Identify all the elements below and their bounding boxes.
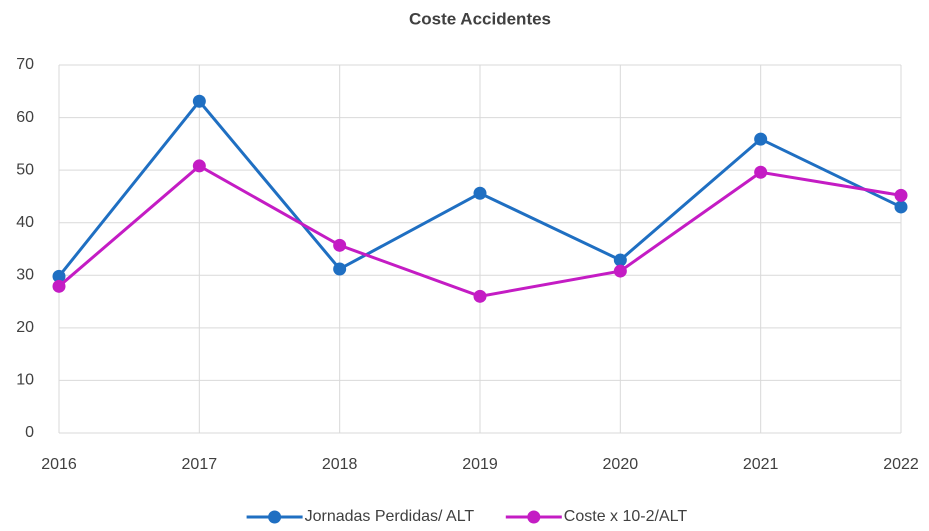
data-point (894, 188, 908, 202)
data-point (192, 159, 206, 173)
data-point (333, 238, 347, 252)
y-tick-label: 60 (16, 109, 34, 126)
data-point (473, 289, 487, 303)
x-tick-label: 2016 (41, 456, 77, 473)
data-point (333, 262, 347, 276)
legend-marker (268, 510, 282, 524)
data-point (613, 253, 627, 267)
data-point (52, 279, 66, 293)
y-tick-label: 70 (16, 56, 34, 73)
y-tick-label: 40 (16, 214, 34, 231)
chart-title: Coste Accidentes (409, 9, 551, 28)
data-point (613, 264, 627, 278)
x-tick-label: 2020 (603, 456, 639, 473)
y-tick-label: 30 (16, 267, 34, 284)
y-tick-label: 0 (25, 424, 34, 441)
y-tick-label: 50 (16, 161, 34, 178)
legend-label: Jornadas Perdidas/ ALT (305, 508, 475, 525)
data-point (192, 94, 206, 108)
y-tick-label: 10 (16, 372, 34, 389)
x-tick-label: 2019 (462, 456, 498, 473)
data-point (52, 269, 66, 283)
legend-label: Coste x 10-2/ALT (564, 508, 688, 525)
x-tick-label: 2021 (743, 456, 779, 473)
data-point (473, 186, 487, 200)
x-tick-label: 2018 (322, 456, 358, 473)
x-tick-label: 2017 (182, 456, 218, 473)
data-point (754, 165, 768, 179)
data-point (894, 200, 908, 214)
x-tick-label: 2022 (883, 456, 919, 473)
y-tick-label: 20 (16, 319, 34, 336)
data-point (754, 132, 768, 146)
legend-marker (527, 510, 541, 524)
